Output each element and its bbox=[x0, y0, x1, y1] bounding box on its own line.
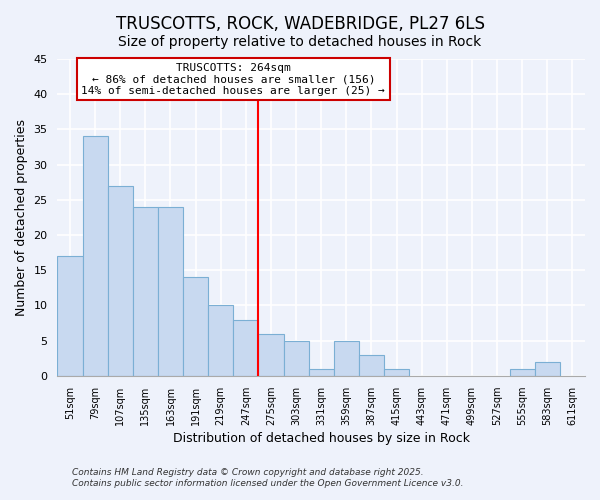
Bar bbox=[233, 320, 259, 376]
Bar bbox=[133, 207, 158, 376]
Bar bbox=[83, 136, 107, 376]
X-axis label: Distribution of detached houses by size in Rock: Distribution of detached houses by size … bbox=[173, 432, 470, 445]
Bar bbox=[107, 186, 133, 376]
Text: Size of property relative to detached houses in Rock: Size of property relative to detached ho… bbox=[118, 35, 482, 49]
Bar bbox=[183, 278, 208, 376]
Bar bbox=[259, 334, 284, 376]
Text: TRUSCOTTS: 264sqm
← 86% of detached houses are smaller (156)
14% of semi-detache: TRUSCOTTS: 264sqm ← 86% of detached hous… bbox=[82, 62, 385, 96]
Bar bbox=[535, 362, 560, 376]
Y-axis label: Number of detached properties: Number of detached properties bbox=[15, 119, 28, 316]
Bar bbox=[208, 306, 233, 376]
Bar bbox=[58, 256, 83, 376]
Bar bbox=[308, 369, 334, 376]
Bar bbox=[359, 354, 384, 376]
Bar bbox=[509, 369, 535, 376]
Bar bbox=[384, 369, 409, 376]
Bar bbox=[158, 207, 183, 376]
Text: TRUSCOTTS, ROCK, WADEBRIDGE, PL27 6LS: TRUSCOTTS, ROCK, WADEBRIDGE, PL27 6LS bbox=[115, 15, 485, 33]
Text: Contains HM Land Registry data © Crown copyright and database right 2025.
Contai: Contains HM Land Registry data © Crown c… bbox=[72, 468, 464, 487]
Bar bbox=[284, 340, 308, 376]
Bar bbox=[334, 340, 359, 376]
